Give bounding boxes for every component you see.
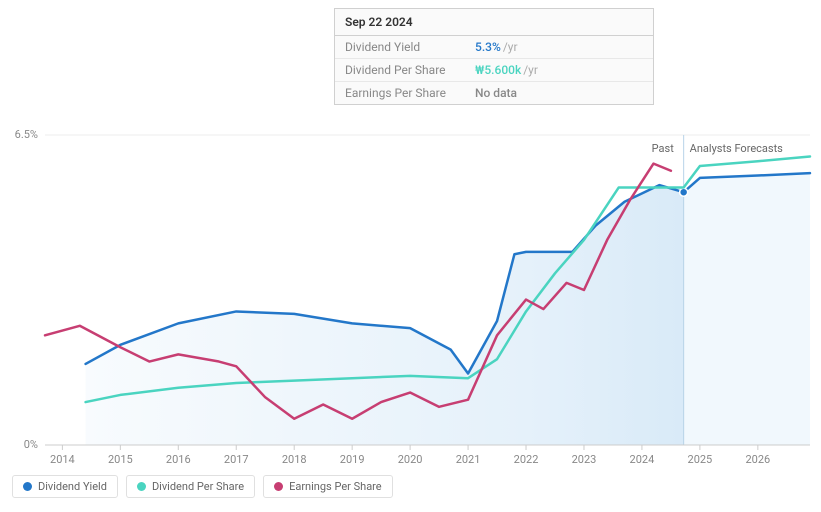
chart-legend: Dividend Yield Dividend Per Share Earnings… [12,475,393,498]
x-axis-tick: 2014 [50,453,75,466]
chart-tooltip: Sep 22 2024 Dividend Yield5.3% /yrDivide… [334,8,654,105]
tooltip-metric-label: Dividend Per Share [345,63,475,77]
x-axis-tick: 2018 [282,453,307,466]
tooltip-metric-suffix: /yr [503,40,518,54]
tooltip-metric-label: Earnings Per Share [345,86,475,100]
x-axis-tick: 2019 [340,453,365,466]
past-region-label: Past [652,142,674,155]
tooltip-row: Earnings Per ShareNo data [335,82,653,104]
x-axis-tick: 2023 [572,453,597,466]
tooltip-row: Dividend Per Share₩5.600k /yr [335,59,653,82]
tooltip-row: Dividend Yield5.3% /yr [335,36,653,59]
y-axis-tick: 0% [0,438,38,451]
tooltip-metric-suffix: /yr [523,63,538,77]
x-axis-tick: 2026 [745,453,770,466]
dividend-chart: Sep 22 2024 Dividend Yield5.3% /yrDivide… [0,0,821,508]
legend-label: Dividend Per Share [152,480,244,493]
x-axis-tick: 2015 [108,453,133,466]
legend-dot-icon [274,482,283,491]
legend-item[interactable]: Dividend Per Share [126,475,255,498]
tooltip-metric-value: 5.3% [475,40,501,54]
tooltip-metric-value: No data [475,86,517,100]
legend-label: Earnings Per Share [289,480,382,493]
x-axis-tick: 2025 [688,453,713,466]
forecast-region-label: Analysts Forecasts [690,142,783,155]
legend-dot-icon [23,482,32,491]
x-axis-tick: 2017 [224,453,249,466]
x-axis-tick: 2024 [630,453,655,466]
legend-dot-icon [137,482,146,491]
legend-item[interactable]: Dividend Yield [12,475,118,498]
tooltip-metric-value: ₩5.600k [475,63,521,77]
tooltip-metric-label: Dividend Yield [345,40,475,54]
legend-item[interactable]: Earnings Per Share [263,475,393,498]
tooltip-date: Sep 22 2024 [335,9,653,36]
x-axis-tick: 2022 [514,453,539,466]
x-axis-tick: 2016 [166,453,191,466]
legend-label: Dividend Yield [38,480,107,493]
x-axis-tick: 2021 [456,453,481,466]
y-axis-tick: 6.5% [0,128,38,141]
x-axis-tick: 2020 [398,453,423,466]
